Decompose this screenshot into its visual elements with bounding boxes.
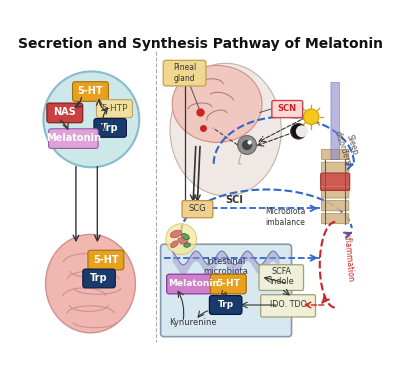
Circle shape xyxy=(296,125,308,137)
Text: Kynurenine: Kynurenine xyxy=(169,317,217,327)
Ellipse shape xyxy=(46,234,136,333)
FancyBboxPatch shape xyxy=(261,295,316,317)
Circle shape xyxy=(291,123,306,139)
Text: IDO․ TDO: IDO․ TDO xyxy=(270,301,307,310)
FancyBboxPatch shape xyxy=(47,103,83,123)
FancyBboxPatch shape xyxy=(322,213,349,224)
Ellipse shape xyxy=(178,238,188,244)
Text: Inflammation: Inflammation xyxy=(341,230,355,282)
Text: Trp: Trp xyxy=(101,123,119,133)
FancyBboxPatch shape xyxy=(321,173,350,190)
Text: Sleep
disorders: Sleep disorders xyxy=(332,127,362,167)
Text: Trp: Trp xyxy=(90,273,108,283)
FancyBboxPatch shape xyxy=(322,188,349,198)
Circle shape xyxy=(44,71,139,167)
FancyBboxPatch shape xyxy=(163,60,206,86)
FancyBboxPatch shape xyxy=(167,274,220,294)
Text: SCI: SCI xyxy=(225,195,243,205)
Text: SCFA
Indole: SCFA Indole xyxy=(269,267,294,286)
Text: 5-HT: 5-HT xyxy=(93,255,119,265)
FancyBboxPatch shape xyxy=(272,100,303,117)
FancyBboxPatch shape xyxy=(210,274,246,294)
FancyBboxPatch shape xyxy=(72,82,108,101)
Text: 5-HT: 5-HT xyxy=(78,86,103,96)
Text: Microbiota
imbalance: Microbiota imbalance xyxy=(265,207,306,226)
Circle shape xyxy=(166,224,196,254)
Text: Melatonin: Melatonin xyxy=(168,279,219,288)
FancyBboxPatch shape xyxy=(331,82,340,160)
FancyBboxPatch shape xyxy=(322,162,349,172)
FancyBboxPatch shape xyxy=(322,149,349,160)
Text: Trp: Trp xyxy=(218,301,234,310)
Text: 5-HTP: 5-HTP xyxy=(101,104,128,113)
FancyBboxPatch shape xyxy=(48,129,98,148)
FancyBboxPatch shape xyxy=(322,201,349,211)
FancyBboxPatch shape xyxy=(161,244,292,337)
Circle shape xyxy=(304,109,319,125)
FancyBboxPatch shape xyxy=(94,119,126,137)
FancyBboxPatch shape xyxy=(83,269,115,288)
FancyBboxPatch shape xyxy=(210,295,242,314)
Circle shape xyxy=(238,136,256,154)
FancyBboxPatch shape xyxy=(88,250,124,270)
FancyBboxPatch shape xyxy=(182,201,213,218)
Ellipse shape xyxy=(170,230,182,238)
Circle shape xyxy=(242,140,252,150)
Ellipse shape xyxy=(184,243,190,247)
Ellipse shape xyxy=(171,241,178,248)
Circle shape xyxy=(248,140,252,145)
Text: SCN: SCN xyxy=(278,104,297,113)
Text: Intestinal
microbiota: Intestinal microbiota xyxy=(204,257,248,276)
Text: 5-HT: 5-HT xyxy=(216,279,240,288)
Text: Secretion and Synthesis Pathway of Melatonin: Secretion and Synthesis Pathway of Melat… xyxy=(18,37,382,51)
Text: NAS: NAS xyxy=(54,107,76,117)
Ellipse shape xyxy=(182,233,189,239)
Text: Pineal
gland: Pineal gland xyxy=(173,63,196,83)
FancyBboxPatch shape xyxy=(96,100,132,117)
Ellipse shape xyxy=(172,65,262,142)
FancyBboxPatch shape xyxy=(322,175,349,185)
FancyBboxPatch shape xyxy=(259,265,304,291)
Text: Melatonin: Melatonin xyxy=(46,133,101,143)
Ellipse shape xyxy=(170,63,281,196)
Text: SCG: SCG xyxy=(189,204,206,213)
